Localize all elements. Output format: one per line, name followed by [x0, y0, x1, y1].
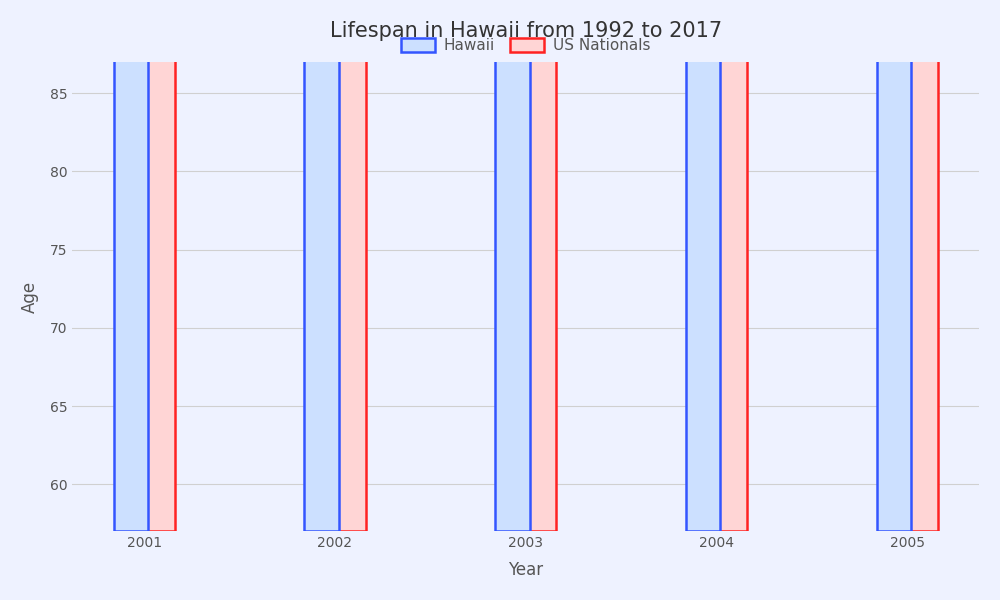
Bar: [904, 0, 938, 531]
Legend: Hawaii, US Nationals: Hawaii, US Nationals: [395, 32, 657, 59]
Bar: [114, 0, 148, 531]
Title: Lifespan in Hawaii from 1992 to 2017: Lifespan in Hawaii from 1992 to 2017: [330, 21, 722, 41]
Bar: [713, 0, 747, 531]
Bar: [522, 0, 556, 531]
Bar: [686, 0, 720, 531]
Bar: [331, 0, 366, 531]
Bar: [140, 0, 175, 531]
Bar: [495, 0, 530, 531]
X-axis label: Year: Year: [508, 561, 543, 579]
Y-axis label: Age: Age: [21, 280, 39, 313]
Bar: [304, 0, 339, 531]
Bar: [877, 0, 911, 531]
